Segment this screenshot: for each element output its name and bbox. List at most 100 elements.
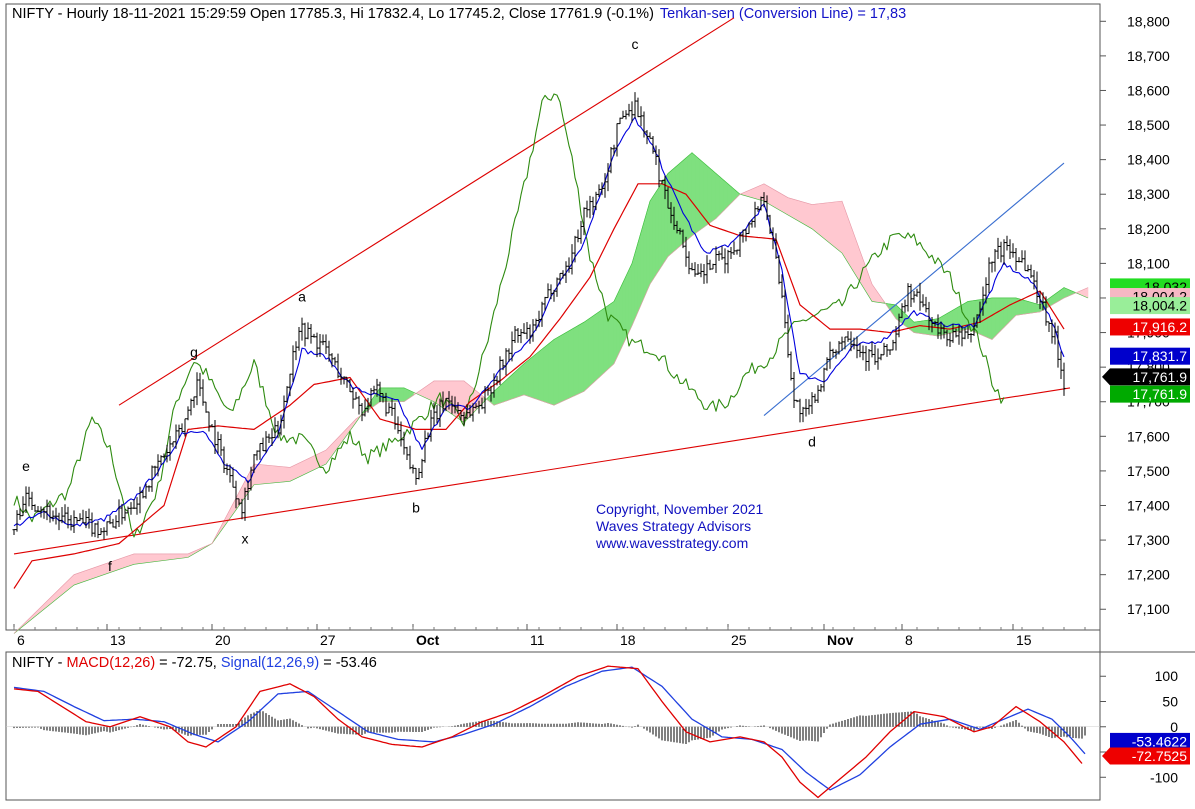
cloud-segment-bull bbox=[538, 346, 545, 403]
macd-y-tick-label: 100 bbox=[1155, 668, 1179, 684]
cloud-segment-bull bbox=[640, 221, 645, 306]
price-tag-label: 17,916.2 bbox=[1133, 319, 1188, 335]
cloud-segment-bull bbox=[987, 297, 993, 340]
cloud-segment-bear bbox=[831, 201, 838, 250]
cloud-segment-bear bbox=[787, 197, 793, 218]
cloud-segment-bull bbox=[917, 320, 923, 335]
x-tick-label: Nov bbox=[827, 632, 854, 648]
price-tag-bg bbox=[1110, 347, 1190, 365]
wave-label-e: e bbox=[22, 458, 30, 474]
cloud-segment-bear bbox=[755, 185, 761, 201]
cloud-segment-bear bbox=[803, 201, 809, 228]
macd-line bbox=[13, 665, 1083, 799]
cloud-segment-bull bbox=[1019, 298, 1025, 316]
price-tag-bg bbox=[1110, 297, 1190, 315]
price-tag-label: 18,004.2 bbox=[1133, 298, 1188, 314]
cloud-segment-bull bbox=[643, 211, 648, 299]
cloud-segment-bull bbox=[588, 314, 595, 388]
y-tick-label: 18,700 bbox=[1127, 48, 1170, 64]
wave-labels: a b c d e f g x bbox=[22, 36, 816, 574]
y-tick-label: 18,800 bbox=[1127, 13, 1170, 29]
price-tag-label: 17,761.9 bbox=[1133, 386, 1188, 402]
y-tick-label: 17,400 bbox=[1127, 497, 1170, 513]
x-tick-label: 25 bbox=[731, 632, 747, 648]
cloud-segment-bull bbox=[655, 186, 660, 276]
macd-y-tick-label: 50 bbox=[1162, 694, 1178, 710]
macd-y-tick-label: 0 bbox=[1170, 719, 1178, 735]
cloud-segment-bull bbox=[568, 327, 575, 399]
cloud-segment-bull bbox=[675, 162, 681, 251]
macd-plot-frame bbox=[5, 651, 1101, 801]
macd-tag-label: -53.4622 bbox=[1132, 733, 1187, 749]
chart-header: NIFTY - Hourly 18-11-2021 15:29:59 Open … bbox=[12, 6, 906, 22]
senkou-span-b-line bbox=[13, 183, 1089, 634]
cloud-segment-bull bbox=[683, 155, 689, 244]
y-tick-label: 17,300 bbox=[1127, 532, 1170, 548]
cloud-segment-bull bbox=[649, 195, 654, 286]
header-ohlc: - Hourly 18-11-2021 15:29:59 Open 17785.… bbox=[54, 6, 654, 22]
cloud-segment-bear bbox=[799, 200, 805, 225]
cloud-segment-bull bbox=[528, 354, 535, 399]
x-tick-label: 11 bbox=[530, 632, 545, 648]
cloud-segment-bull bbox=[518, 363, 525, 397]
wave-label-c: c bbox=[632, 36, 639, 52]
cloud-segment-bull bbox=[608, 300, 615, 369]
cloud-segment-bull bbox=[711, 169, 717, 222]
price-y-axis: 17,10017,20017,30017,40017,50017,60017,7… bbox=[1100, 13, 1170, 617]
y-tick-label: 18,500 bbox=[1127, 117, 1170, 133]
cloud-segment-bull bbox=[548, 338, 555, 406]
x-tick-label: 18 bbox=[620, 632, 636, 648]
macd-header-signal: Signal(12,26,9) bbox=[221, 655, 319, 671]
cloud-segment-bull bbox=[399, 387, 405, 403]
cloud-segment-bear bbox=[791, 198, 797, 221]
x-tick-label: 6 bbox=[17, 632, 25, 648]
cloud-segment-bull bbox=[573, 324, 580, 397]
trendlines bbox=[13, 17, 1071, 555]
y-tick-label: 18,200 bbox=[1127, 221, 1170, 237]
macd-header-macd-value: = -72.75, bbox=[155, 655, 221, 671]
cloud-segment-bull bbox=[1023, 299, 1029, 315]
cloud-segment-bull bbox=[646, 201, 651, 292]
y-tick-label: 17,600 bbox=[1127, 428, 1170, 444]
cloud-segment-bull bbox=[593, 311, 600, 383]
trendline-channel bbox=[763, 162, 1065, 416]
cloud-segment-bear bbox=[265, 464, 273, 484]
cloud-segment-bull bbox=[563, 330, 570, 402]
x-tick-label: 13 bbox=[110, 632, 126, 648]
kijun-sen-line bbox=[13, 183, 1065, 589]
date-x-axis: 6 13 20 27 Oct 11 18 25 Nov 8 15 bbox=[13, 624, 1086, 648]
cloud-segment-bear bbox=[767, 185, 773, 207]
cloud-segment-bull bbox=[658, 181, 663, 272]
y-tick-label: 18,100 bbox=[1127, 255, 1170, 271]
trendline-upper bbox=[118, 17, 735, 406]
cloud-segment-bear bbox=[795, 199, 801, 223]
cloud-segment-bull bbox=[991, 297, 997, 341]
cloud-segment-bull bbox=[619, 282, 624, 352]
cloud-segment-bull bbox=[695, 155, 701, 234]
cloud-segment-bull bbox=[513, 367, 520, 399]
cloud-segment-bull bbox=[947, 309, 954, 335]
x-tick-label: 8 bbox=[905, 632, 913, 648]
senkou-span-a-line bbox=[13, 152, 1089, 634]
macd-header: NIFTY - MACD(12,26) = -72.75, Signal(12,… bbox=[12, 655, 377, 671]
cloud-segment-bull bbox=[715, 172, 721, 220]
cloud-segment-bull bbox=[1031, 302, 1037, 314]
cloud-segment-bull bbox=[583, 318, 590, 393]
cloud-segment-bull bbox=[723, 179, 729, 212]
cloud-segment-bull bbox=[523, 359, 530, 397]
trendline-lower bbox=[13, 387, 1071, 555]
macd-header-symbol: NIFTY bbox=[12, 655, 54, 671]
cloud-segment-bear bbox=[277, 465, 285, 483]
macd-y-tick-label: -100 bbox=[1150, 769, 1178, 785]
chikou-span-line bbox=[13, 93, 1005, 538]
cloud-segment-bull bbox=[707, 165, 713, 225]
price-tag-bg bbox=[1102, 368, 1190, 386]
cloud-segment-bear bbox=[779, 192, 785, 214]
cloud-segment-bull bbox=[625, 269, 630, 339]
cloud-segment-bull bbox=[613, 294, 618, 364]
cloud-segment-bull bbox=[719, 176, 725, 216]
cloud-segment-bull bbox=[558, 333, 565, 404]
